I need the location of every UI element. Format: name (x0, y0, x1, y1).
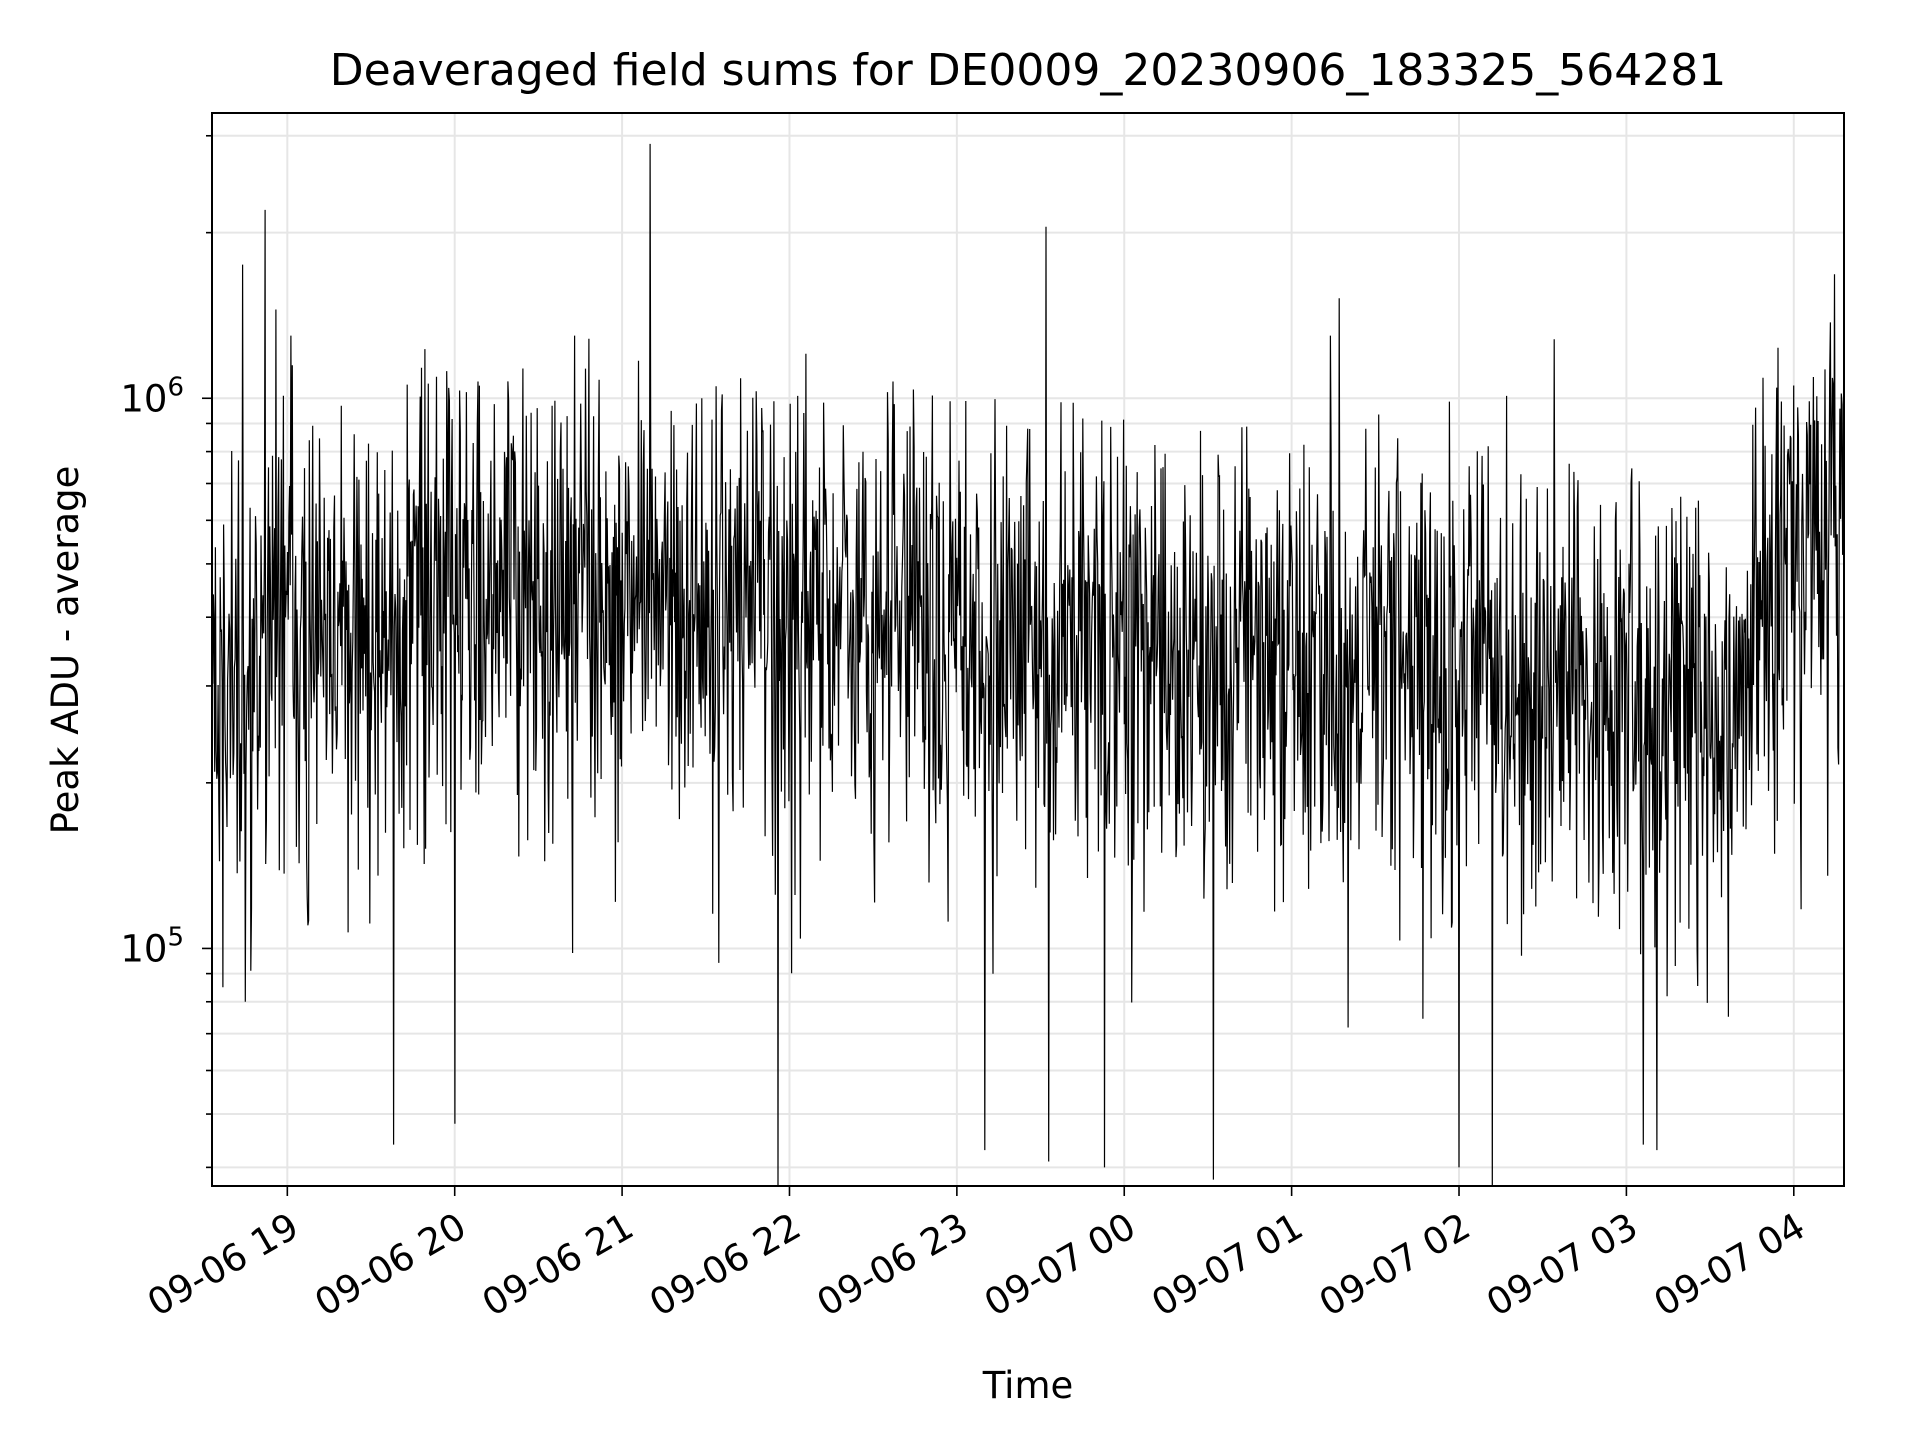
plot-frame (211, 112, 1845, 1187)
y-tick-label: 106 (120, 372, 184, 420)
chart-title: Deaveraged field sums for DE0009_2023090… (330, 45, 1727, 96)
x-axis-label: Time (982, 1364, 1074, 1407)
y-tick-label: 105 (120, 922, 184, 970)
series-line (212, 143, 1844, 1186)
y-axis-label: Peak ADU - average (44, 466, 87, 835)
